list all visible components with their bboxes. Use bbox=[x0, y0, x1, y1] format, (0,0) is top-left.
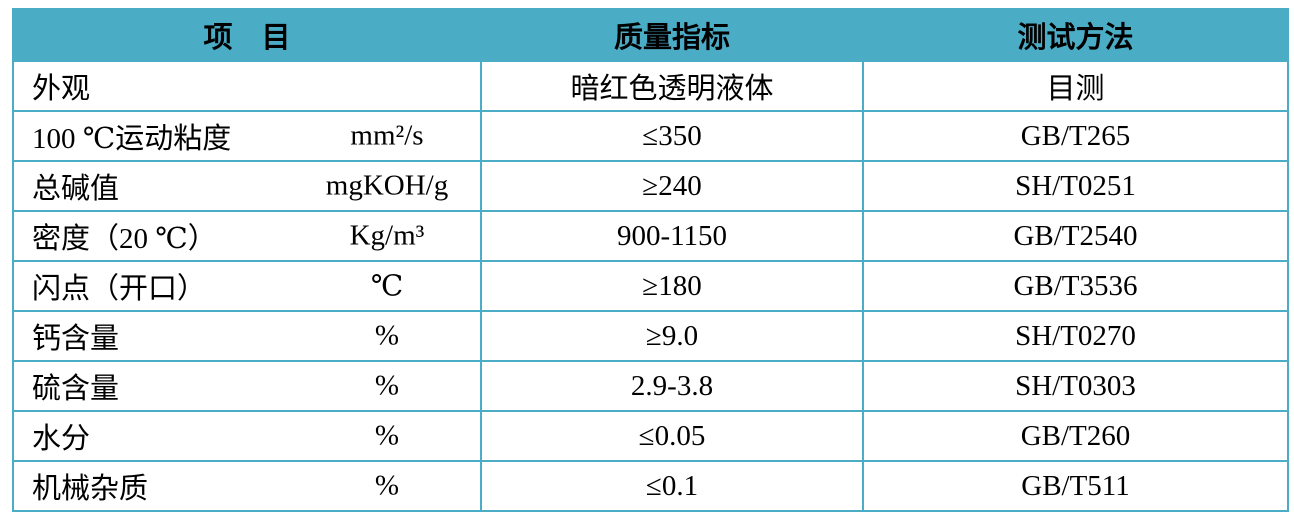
item-unit: mm²/s bbox=[350, 119, 424, 152]
item-name: 总碱值 bbox=[32, 173, 120, 205]
item-name: 机械杂质 bbox=[32, 473, 149, 505]
spec-cell: ≤0.05 bbox=[480, 410, 864, 462]
method-cell: GB/T260 bbox=[862, 410, 1289, 462]
spec-cell: 暗红色透明液体 bbox=[480, 60, 864, 112]
spec-cell: ≥240 bbox=[480, 160, 864, 212]
item-name: 钙含量 bbox=[32, 323, 120, 355]
table-body: 外观 暗红色透明液体 目测 100 ℃运动粘度 mm²/s ≤350 GB/T265 总碱值 m… bbox=[12, 60, 1289, 512]
item-cell: 钙含量% bbox=[12, 310, 482, 362]
table-row: 硫含量% 2.9-3.8 SH/T0303 bbox=[12, 360, 1289, 412]
item-cell: 机械杂质% bbox=[12, 460, 482, 512]
item-unit: % bbox=[374, 469, 400, 502]
table-row: 总碱值 mgKOH/g ≥240 SH/T0251 bbox=[12, 160, 1289, 212]
spec-cell: ≤350 bbox=[480, 110, 864, 162]
method-cell: GB/T265 bbox=[862, 110, 1289, 162]
header-cell: 质量指标 bbox=[480, 8, 864, 62]
item-name: 闪点（开口） bbox=[32, 273, 207, 305]
item-name: 硫含量 bbox=[32, 373, 120, 405]
item-cell: 水分% bbox=[12, 410, 482, 462]
header-row: 项 目 质量指标 测试方法 bbox=[12, 8, 1289, 62]
item-unit: % bbox=[374, 419, 400, 452]
item-name: 100 ℃运动粘度 bbox=[32, 123, 232, 155]
spec-table: 项 目 质量指标 测试方法 外观 暗红色透明液体 目测 100 ℃运动粘度 mm²/s ≤… bbox=[12, 8, 1289, 512]
header-cell: 项 目 bbox=[12, 8, 482, 62]
item-unit: mgKOH/g bbox=[325, 169, 449, 202]
table-row: 外观 暗红色透明液体 目测 bbox=[12, 60, 1289, 112]
item-name: 密度（20 ℃） bbox=[32, 223, 217, 255]
item-unit: % bbox=[374, 319, 400, 352]
item-name: 水分 bbox=[32, 423, 91, 455]
item-unit: Kg/m³ bbox=[349, 219, 425, 252]
method-cell: SH/T0270 bbox=[862, 310, 1289, 362]
spec-cell: 2.9-3.8 bbox=[480, 360, 864, 412]
item-unit: % bbox=[374, 369, 400, 402]
spec-cell: ≤0.1 bbox=[480, 460, 864, 512]
table-row: 钙含量% ≥9.0 SH/T0270 bbox=[12, 310, 1289, 362]
spec-cell: ≥180 bbox=[480, 260, 864, 312]
item-cell: 外观 bbox=[12, 60, 482, 112]
header-cell: 测试方法 bbox=[862, 8, 1289, 62]
item-cell: 总碱值 mgKOH/g bbox=[12, 160, 482, 212]
item-unit: ℃ bbox=[370, 270, 404, 303]
item-cell: 硫含量% bbox=[12, 360, 482, 412]
spec-cell: 900-1150 bbox=[480, 210, 864, 262]
spec-cell: ≥9.0 bbox=[480, 310, 864, 362]
method-cell: SH/T0303 bbox=[862, 360, 1289, 412]
item-cell: 100 ℃运动粘度 mm²/s bbox=[12, 110, 482, 162]
method-cell: SH/T0251 bbox=[862, 160, 1289, 212]
table-row: 水分% ≤0.05 GB/T260 bbox=[12, 410, 1289, 462]
method-cell: GB/T511 bbox=[862, 460, 1289, 512]
table-row: 闪点（开口） ℃ ≥180 GB/T3536 bbox=[12, 260, 1289, 312]
item-cell: 密度（20 ℃） Kg/m³ bbox=[12, 210, 482, 262]
table-row: 机械杂质% ≤0.1 GB/T511 bbox=[12, 460, 1289, 512]
item-cell: 闪点（开口） ℃ bbox=[12, 260, 482, 312]
method-cell: 目测 bbox=[862, 60, 1289, 112]
table-row: 100 ℃运动粘度 mm²/s ≤350 GB/T265 bbox=[12, 110, 1289, 162]
item-name: 外观 bbox=[32, 73, 91, 105]
method-cell: GB/T2540 bbox=[862, 210, 1289, 262]
method-cell: GB/T3536 bbox=[862, 260, 1289, 312]
table-row: 密度（20 ℃） Kg/m³ 900-1150 GB/T2540 bbox=[12, 210, 1289, 262]
